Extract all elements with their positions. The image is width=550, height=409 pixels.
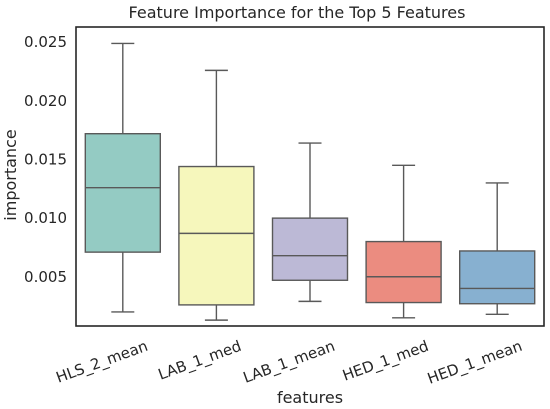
chart-title: Feature Importance for the Top 5 Feature… [129,3,466,22]
x-tick-label: LAB_1_mean [241,337,338,388]
box-group-HED_1_med [365,164,442,319]
iqr-box [271,217,349,281]
iqr-box [365,240,442,304]
boxes-layer [84,42,536,321]
iqr-box [459,250,536,305]
iqr-box [178,165,255,306]
y-tick-label: 0.005 [24,268,67,286]
y-tick-label: 0.015 [24,150,67,168]
box-group-LAB_1_med [178,69,255,321]
y-tick-label: 0.020 [24,92,67,110]
y-tick-label: 0.010 [24,209,67,227]
box-group-LAB_1_mean [271,142,349,303]
iqr-box [84,133,162,253]
y-axis-ticks: 0.005 0.010 0.015 0.020 0.025 [24,33,67,286]
x-tick-label: HLS_2_mean [54,337,151,388]
y-tick-label: 0.025 [24,33,67,51]
x-tick-label: HED_1_mean [425,337,525,389]
plot-frame [75,26,545,327]
box-group-HLS_2_mean [84,42,162,313]
x-axis-title: features [277,388,343,407]
x-tick-label: HED_1_med [340,337,431,386]
box-group-HED_1_mean [459,182,536,315]
x-tick-label: LAB_1_med [156,337,244,385]
y-axis-title: importance [1,129,20,220]
